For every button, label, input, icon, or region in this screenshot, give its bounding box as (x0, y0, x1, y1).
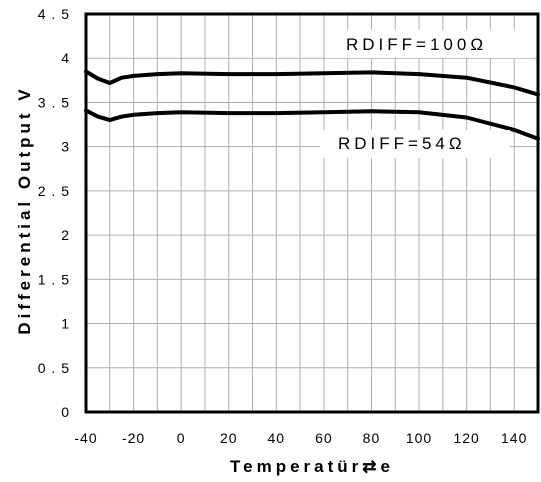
x-axis-title: Temperatür⇄e (230, 457, 394, 476)
grid (85, 13, 539, 413)
y-tick-label: 0 (61, 404, 70, 420)
series-line-rdiff-100 (84, 69, 540, 97)
y-tick-label: 1 (61, 316, 70, 332)
x-tick-labels: -40 -20 0 20 40 60 80 100 120 140 (74, 430, 527, 446)
x-tick-label: 80 (363, 430, 381, 446)
series-line-rdiff-54 (84, 108, 540, 141)
x-tick-label: 40 (268, 430, 286, 446)
y-axis-title: Differential Output V (15, 85, 34, 334)
y-tick-label: 3 (61, 139, 70, 155)
x-tick-label: 120 (453, 430, 479, 446)
x-tick-label: 0 (177, 430, 186, 446)
x-tick-label: -20 (122, 430, 145, 446)
annotation-backgrounds (320, 30, 532, 158)
annotation-background (326, 30, 532, 58)
y-tick-label: 4 (61, 50, 70, 66)
y-tick-label: 3 . 5 (38, 94, 70, 110)
x-tick-label: 140 (501, 430, 527, 446)
x-tick-label: 100 (406, 430, 432, 446)
annotation-rdiff-100: RDIFF=100Ω (346, 35, 487, 54)
y-tick-label: 1 . 5 (38, 271, 70, 287)
series-layer (84, 69, 540, 141)
y-tick-label: 2 (61, 227, 70, 243)
plot-frame (84, 12, 540, 414)
annotations: RDIFF=100Ω RDIFF=54Ω (338, 35, 487, 153)
y-tick-labels: 0 0 . 5 1 1 . 5 2 2 . 5 3 3 . 5 4 4 . 5 (38, 6, 70, 420)
x-tick-label: 20 (220, 430, 238, 446)
y-tick-label: 0 . 5 (38, 360, 70, 376)
x-tick-label: 60 (315, 430, 333, 446)
annotation-background (320, 130, 510, 158)
y-tick-label: 4 . 5 (38, 6, 70, 22)
annotation-rdiff-54: RDIFF=54Ω (338, 134, 466, 153)
y-tick-label: 2 . 5 (38, 183, 70, 199)
x-tick-label: -40 (74, 430, 97, 446)
